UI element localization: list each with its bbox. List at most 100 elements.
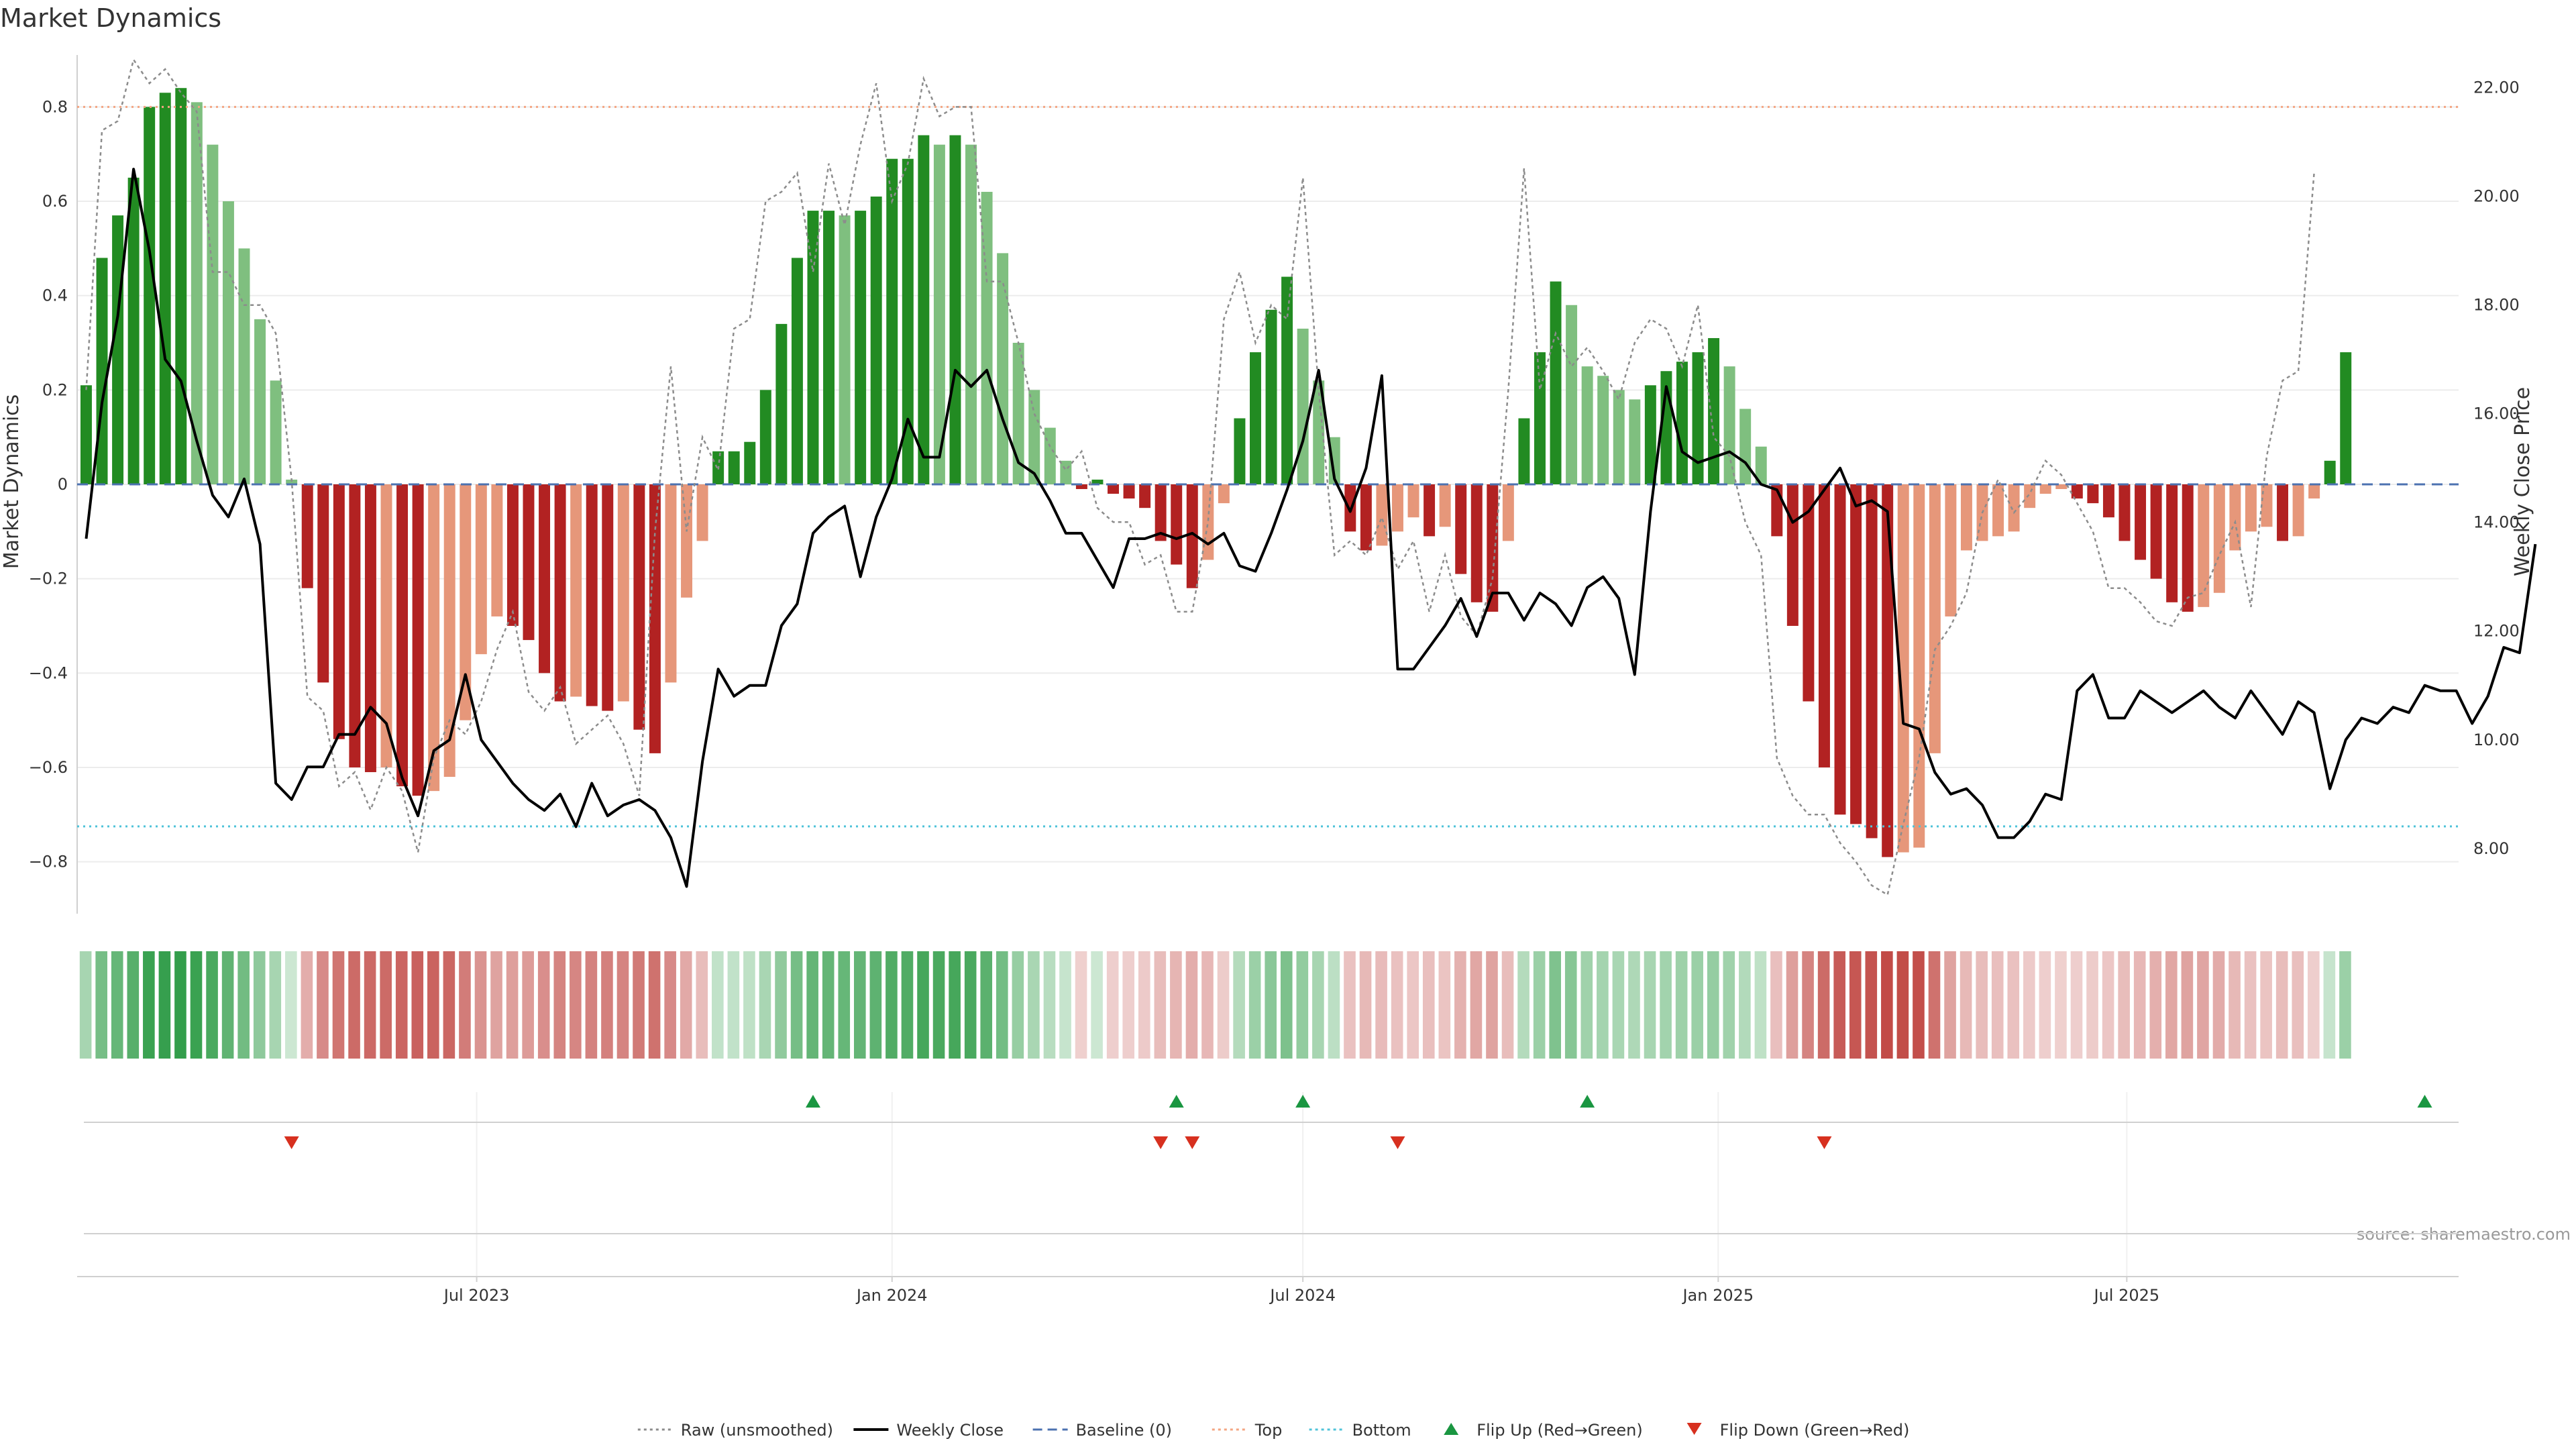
y-axis-ticks: −0.8 −0.6 −0.4 −0.2 0 0.2 0.4 0.6 0.8 [29, 97, 68, 871]
heat-cell [853, 951, 866, 1059]
legend-item: Weekly Close [853, 1421, 1004, 1440]
momentum-bar [554, 484, 566, 702]
momentum-bar [1328, 437, 1340, 484]
momentum-bar [412, 484, 424, 796]
momentum-bar [1186, 484, 1198, 588]
momentum-bar [2102, 484, 2114, 518]
heat-cell [2197, 951, 2209, 1059]
momentum-bar [1597, 376, 1609, 484]
momentum-bar [1075, 484, 1087, 490]
heat-cell [1201, 951, 1214, 1059]
momentum-bar [744, 441, 756, 484]
legend-item: Flip Up (Red→Green) [1444, 1421, 1643, 1440]
momentum-bar [2292, 484, 2304, 537]
legend-item: Top [1212, 1421, 1282, 1440]
momentum-bar [1960, 484, 1972, 551]
flip-down-marker [1185, 1136, 1200, 1149]
momentum-bar [1439, 484, 1451, 527]
y-tick-label: −0.8 [29, 853, 68, 871]
momentum-bar [855, 211, 867, 484]
heat-cell [1344, 951, 1356, 1059]
momentum-bar [649, 484, 661, 753]
heat-cell [1833, 951, 1845, 1059]
y2-tick-label: 20.00 [2473, 187, 2520, 206]
heat-strip [79, 951, 2351, 1059]
heat-cell [680, 951, 692, 1059]
heat-cell [490, 951, 502, 1059]
heat-cell [1265, 951, 1277, 1059]
heat-cell [522, 951, 534, 1059]
momentum-bar [807, 211, 819, 484]
heat-cell [1296, 951, 1309, 1059]
heat-cell [1564, 951, 1577, 1059]
momentum-bar [1407, 484, 1419, 518]
y2-tick-label: 16.00 [2473, 405, 2520, 423]
momentum-bar [1424, 484, 1436, 537]
momentum-bar [1581, 366, 1593, 484]
heat-cell [1138, 951, 1150, 1059]
legend-label: Bottom [1352, 1421, 1411, 1440]
grid-lines [76, 55, 2459, 1277]
heat-cell [474, 951, 487, 1059]
heat-cell [1612, 951, 1625, 1059]
momentum-bar [1470, 484, 1483, 602]
heat-cell [2055, 951, 2067, 1059]
momentum-bar [1218, 484, 1230, 504]
momentum-bar [1202, 484, 1214, 560]
momentum-bar [2340, 352, 2352, 484]
momentum-bar [1250, 352, 1261, 484]
flip-down-marker [1390, 1136, 1405, 1149]
flip-down-marker [284, 1136, 299, 1149]
heat-cell [1454, 951, 1466, 1059]
heat-cell [111, 951, 123, 1059]
heat-cell [1913, 951, 1925, 1059]
momentum-bar [1376, 484, 1388, 546]
y2-tick-label: 10.00 [2473, 731, 2520, 749]
momentum-bar [2261, 484, 2273, 527]
heat-cell [1391, 951, 1403, 1059]
momentum-bar [870, 196, 882, 484]
momentum-bar [1012, 343, 1024, 484]
flip-up-marker [805, 1095, 820, 1108]
momentum-bar [902, 158, 914, 484]
y2-tick-label: 18.00 [2473, 296, 2520, 315]
momentum-bar [633, 484, 645, 730]
heat-cell [570, 951, 582, 1059]
heat-cell [759, 951, 771, 1059]
heat-cell [648, 951, 661, 1059]
heat-cell [2149, 951, 2162, 1059]
heat-cell [1849, 951, 1862, 1059]
heat-cell [601, 951, 613, 1059]
momentum-bar [2087, 484, 2099, 504]
heat-cell [838, 951, 851, 1059]
momentum-bar [1850, 484, 1862, 824]
heat-cell [775, 951, 787, 1059]
heat-cell [2039, 951, 2051, 1059]
x-tick-label: Jul 2025 [2093, 1286, 2160, 1305]
heat-cell [459, 951, 471, 1059]
momentum-bar [1913, 484, 1925, 848]
momentum-bar [460, 484, 472, 720]
heat-cell [712, 951, 724, 1059]
momentum-bar [523, 484, 535, 641]
heat-cell [1549, 951, 1561, 1059]
momentum-bar [475, 484, 487, 655]
heat-cell [537, 951, 550, 1059]
momentum-bar [207, 144, 219, 484]
heat-cell [1407, 951, 1419, 1059]
heat-cell [364, 951, 376, 1059]
momentum-bar [380, 484, 392, 767]
flip-up-marker [1580, 1095, 1595, 1108]
momentum-bar [428, 484, 440, 792]
heat-cell [1122, 951, 1135, 1059]
heat-cell [885, 951, 898, 1059]
heat-cell [1075, 951, 1087, 1059]
heat-cell [1896, 951, 1909, 1059]
momentum-bar [1739, 409, 1752, 484]
y-axis-label: Market Dynamics [0, 394, 23, 570]
heat-cell [427, 951, 439, 1059]
momentum-bar [1676, 362, 1688, 484]
heat-cell [1976, 951, 1988, 1059]
heat-cell [1675, 951, 1688, 1059]
heat-cell [380, 951, 392, 1059]
